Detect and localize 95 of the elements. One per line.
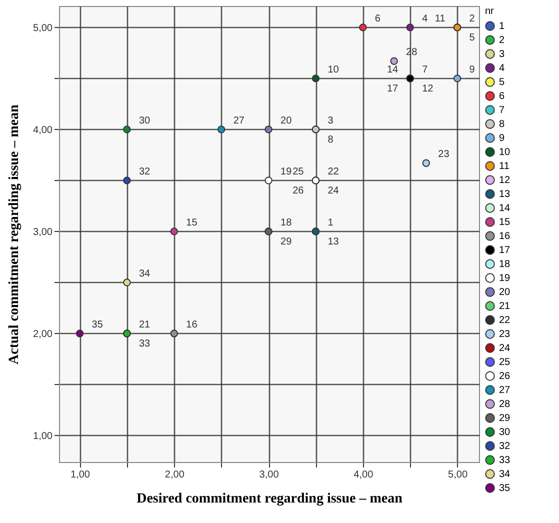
text: 16 (186, 319, 198, 330)
point (312, 74, 320, 82)
text: 20 (280, 115, 292, 126)
legend-label: 19 (499, 273, 511, 284)
text: 22 (328, 166, 339, 178)
point (264, 176, 272, 184)
legend-label: 21 (499, 301, 511, 312)
point (123, 278, 131, 286)
text: 21 (138, 319, 150, 330)
y-tick-label: 5,00 (33, 22, 53, 34)
legend-label: 35 (499, 483, 511, 494)
legend-label: 2 (499, 35, 505, 46)
text: 27 (233, 115, 244, 126)
text: 6 (374, 13, 380, 24)
text: 14 (386, 64, 398, 76)
legend-label: 6 (499, 91, 505, 102)
x-tick-label: 4,00 (354, 470, 374, 480)
legend-label: 10 (499, 147, 511, 158)
point (217, 126, 226, 134)
text: 4 (422, 13, 428, 24)
legend-label: 30 (499, 427, 511, 438)
y-tick-label: 3,00 (33, 226, 53, 238)
legend-label: 13 (499, 189, 511, 200)
x-tick-label: 3,00 (259, 470, 280, 480)
point (406, 24, 414, 32)
legend-label: 16 (499, 231, 511, 242)
legend-label: 14 (499, 203, 511, 214)
legend-label: 32 (499, 441, 511, 452)
point (359, 24, 367, 32)
text: 19 (280, 166, 292, 178)
text: 18 (280, 217, 292, 228)
legend-label: 11 (499, 161, 510, 172)
legend-label: 29 (499, 413, 511, 424)
text: 3 (328, 115, 334, 126)
x-tick-label: 5,00 (448, 470, 468, 480)
text: 7 (422, 64, 428, 76)
legend-label: 28 (499, 399, 511, 410)
legend-label: 8 (499, 119, 505, 130)
point (123, 126, 131, 134)
y-tick-label: 1,00 (33, 430, 53, 442)
legend-label: 1 (499, 21, 505, 32)
x-tick-label: 1,00 (70, 470, 90, 480)
text: 23 (438, 149, 450, 160)
text: 11 (434, 13, 446, 24)
text: 17 (386, 83, 398, 94)
legend-label: 9 (499, 133, 505, 144)
text: 13 (328, 236, 339, 248)
legend-label: 34 (499, 469, 511, 480)
legend-label: 4 (499, 63, 505, 74)
point (453, 74, 462, 82)
legend-label: 7 (499, 105, 505, 116)
point (264, 126, 272, 134)
x-axis-title: Desired commitment regarding issue – mean (136, 492, 403, 506)
point (390, 57, 398, 65)
legend-label: 20 (499, 287, 511, 298)
y-tick-label: 2,00 (33, 328, 53, 340)
legend-label: 23 (499, 329, 511, 340)
text: 12 (422, 83, 434, 94)
legend-label: 25 (499, 357, 511, 368)
legend-label: 15 (499, 217, 511, 228)
text: 1 (328, 217, 334, 228)
y-axis-title: Actual commitment regarding issue – mean (7, 104, 22, 364)
legend-label: 22 (499, 315, 511, 326)
text: 29 (280, 236, 292, 248)
text: 32 (138, 166, 150, 178)
text: 35 (92, 319, 103, 330)
text: 34 (138, 268, 150, 280)
legend-label: 26 (499, 371, 511, 382)
legend-label: 27 (499, 385, 511, 396)
text: 24 (328, 185, 339, 196)
legend-title: nr (485, 6, 495, 17)
text: 8 (328, 134, 334, 146)
point (123, 176, 131, 184)
text: 5 (469, 32, 475, 44)
legend-label: 5 (499, 77, 505, 88)
text: 26 (292, 185, 304, 196)
text: 30 (138, 115, 150, 126)
text: 25 (292, 166, 304, 178)
text: 15 (186, 217, 198, 228)
text: 2 (469, 13, 475, 24)
point (422, 159, 430, 167)
legend-label: 24 (499, 343, 511, 354)
point (76, 330, 84, 338)
text: 9 (469, 64, 475, 76)
legend-label: 17 (499, 245, 511, 256)
legend-label: 18 (499, 259, 511, 270)
legend-label: 3 (499, 49, 505, 60)
x-tick-label: 2,00 (164, 470, 185, 480)
point (170, 330, 178, 338)
text: 10 (328, 64, 339, 76)
text: 33 (138, 338, 150, 350)
y-tick-label: 4,00 (33, 124, 53, 136)
point (170, 228, 178, 236)
legend-label: 12 (499, 175, 511, 186)
legend-label: 33 (499, 455, 511, 466)
